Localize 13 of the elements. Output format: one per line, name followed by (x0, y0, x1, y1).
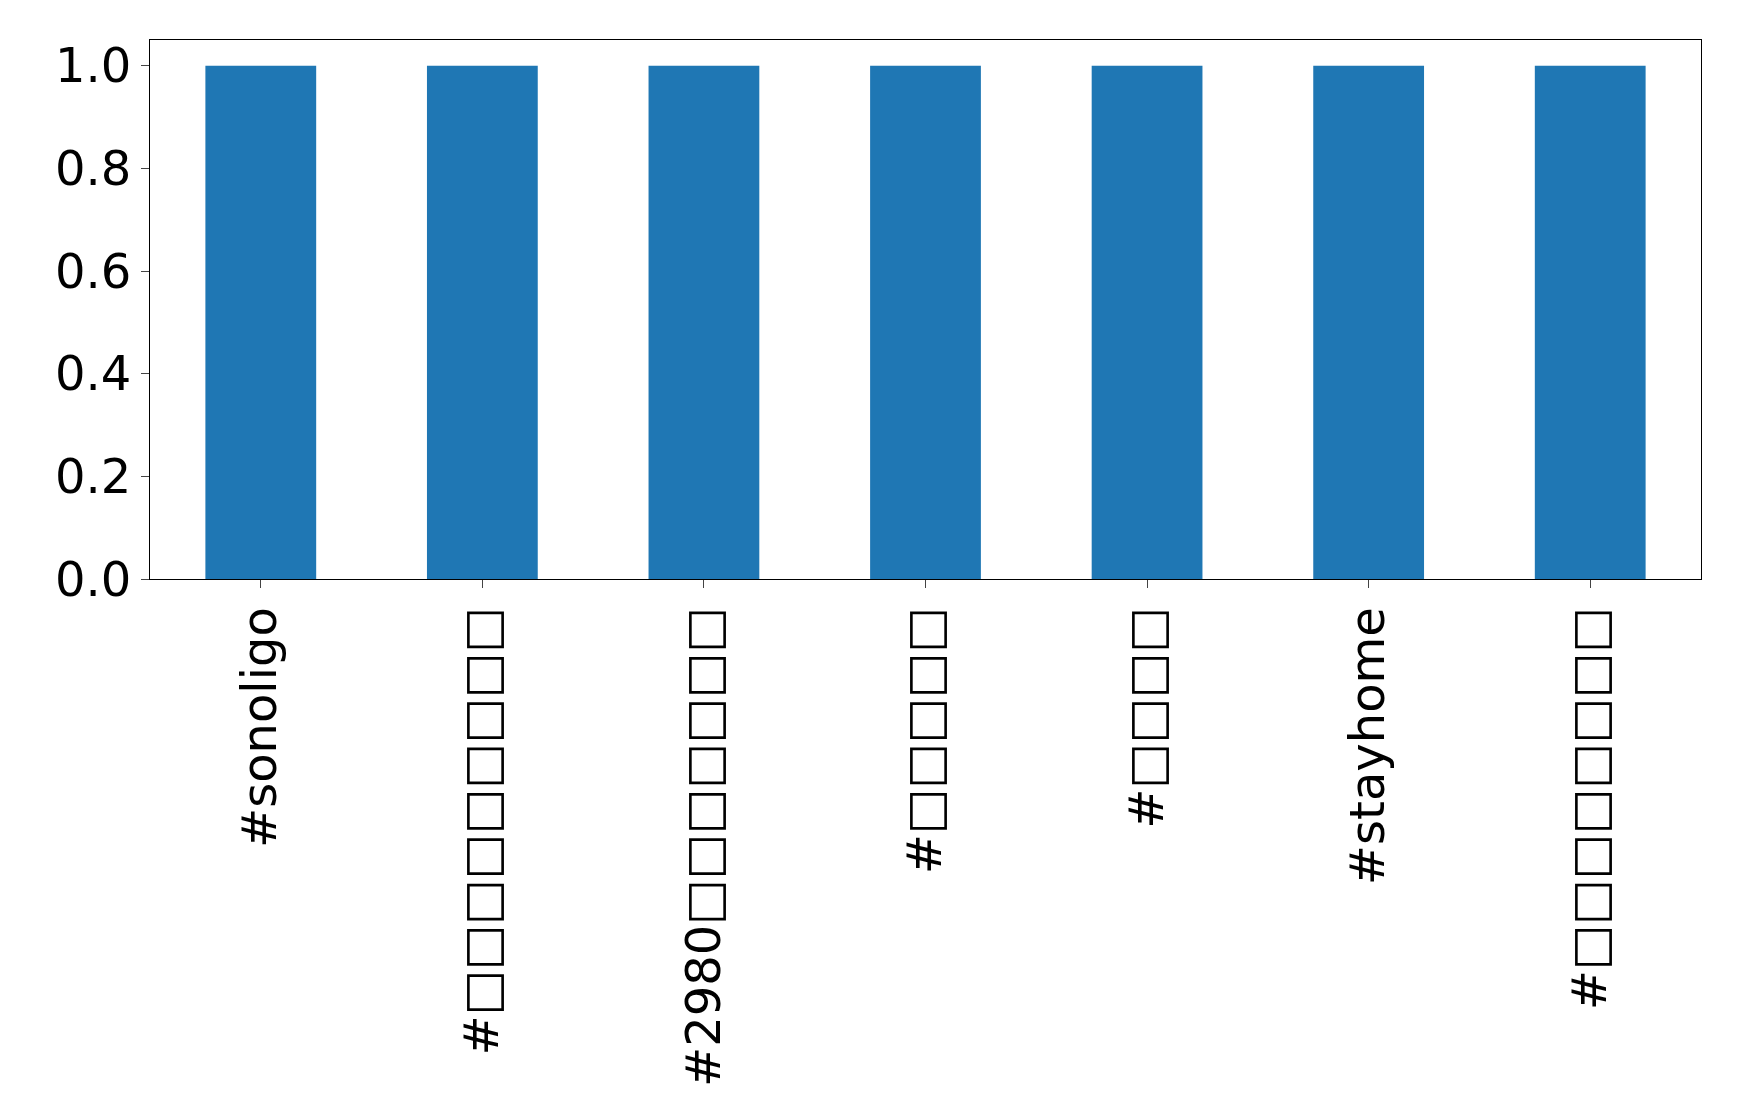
x-tick-label: #sonoligo (231, 607, 288, 849)
y-tick-label: 0.0 (55, 550, 132, 607)
x-tick-label: #□□□□□□□□□ (452, 607, 509, 1056)
y-tick-label: 0.4 (55, 345, 132, 402)
x-tick-label: #□□□□□□□□ (1560, 607, 1617, 1011)
x-tick-label: #□□□□ (1117, 607, 1174, 829)
y-tick-label: 1.0 (55, 37, 132, 94)
y-tick-label: 0.6 (55, 242, 132, 299)
x-tick-label: #□□□□□ (896, 607, 953, 875)
x-tick-label: #stayhome (1339, 607, 1396, 886)
y-tick-label: 0.2 (55, 448, 132, 505)
x-tick-label: #2980□□□□□□□ (674, 607, 731, 1088)
y-tick-label: 0.8 (55, 140, 132, 197)
